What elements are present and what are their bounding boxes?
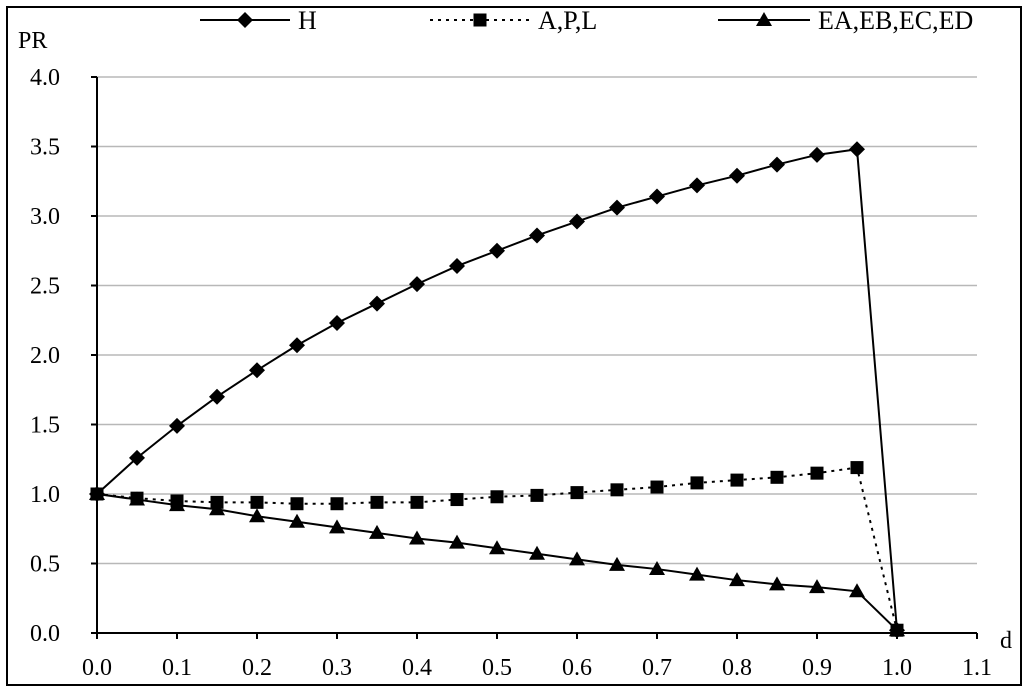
data-point-diamond <box>169 417 185 434</box>
data-point-triangle <box>209 501 225 516</box>
data-point-diamond <box>489 242 505 259</box>
data-point-diamond <box>769 156 785 173</box>
data-point-triangle <box>369 524 385 539</box>
data-point-diamond <box>249 362 265 379</box>
data-point-diamond <box>569 213 585 230</box>
data-point-triangle <box>249 508 265 523</box>
data-point-diamond <box>689 177 705 194</box>
data-point-diamond <box>449 258 465 275</box>
data-point-diamond <box>849 141 865 158</box>
x-tick-label: 0.7 <box>642 655 672 681</box>
data-point-square <box>330 497 344 511</box>
data-point-square <box>490 490 504 504</box>
x-tick-label: 0.2 <box>242 655 272 681</box>
data-point-triangle <box>409 530 425 545</box>
y-tick-label: 4.0 <box>30 65 60 91</box>
data-point-diamond <box>129 449 145 466</box>
y-tick-label: 2.5 <box>30 274 60 300</box>
y-axis-label: PR <box>18 28 47 54</box>
data-point-square <box>730 473 744 487</box>
data-point-triangle <box>489 540 505 555</box>
data-point-square <box>370 495 384 509</box>
legend-marker-square <box>473 13 487 27</box>
data-point-diamond <box>649 188 665 205</box>
y-tick-label: 1.5 <box>30 413 60 439</box>
data-point-square <box>610 483 624 497</box>
data-point-diamond <box>289 337 305 354</box>
data-point-triangle <box>849 583 865 598</box>
x-tick-label: 1.1 <box>962 655 992 681</box>
data-point-triangle <box>809 579 825 594</box>
x-tick-label: 0.0 <box>82 655 112 681</box>
data-point-triangle <box>569 551 585 566</box>
y-tick-label: 1.0 <box>30 482 60 508</box>
data-point-triangle <box>89 486 105 500</box>
data-point-triangle <box>289 513 305 528</box>
y-tick-label: 0.0 <box>30 621 60 647</box>
legend-label-0: H <box>298 6 317 35</box>
data-point-triangle <box>769 576 785 591</box>
data-point-triangle <box>689 566 705 581</box>
data-point-diamond <box>409 276 425 293</box>
data-point-triangle <box>889 622 905 637</box>
data-point-triangle <box>609 556 625 571</box>
data-point-diamond <box>329 315 345 332</box>
data-point-triangle <box>449 534 465 549</box>
data-point-square <box>290 497 304 511</box>
data-point-diamond <box>529 227 545 244</box>
legend-marker-triangle <box>756 12 772 26</box>
chart-frame <box>6 6 1022 686</box>
x-tick-label: 0.9 <box>802 655 832 681</box>
x-tick-label: 0.8 <box>722 655 752 681</box>
x-tick-label: 0.4 <box>402 655 432 681</box>
legend-label-1: A,P,L <box>538 6 597 35</box>
data-point-triangle <box>169 497 185 512</box>
data-point-diamond <box>369 295 385 312</box>
data-point-diamond <box>809 146 825 163</box>
data-point-square <box>650 480 664 494</box>
x-axis-label: d <box>1000 628 1012 654</box>
data-point-triangle <box>729 572 745 587</box>
legend-marker-diamond <box>237 12 253 28</box>
data-point-square <box>450 493 464 507</box>
data-point-square <box>570 486 584 500</box>
data-point-square <box>850 461 864 475</box>
y-tick-label: 0.5 <box>30 552 60 578</box>
data-point-diamond <box>609 199 625 216</box>
data-point-triangle <box>529 545 545 560</box>
data-point-square <box>530 488 544 502</box>
data-point-diamond <box>729 167 745 184</box>
legend-label-2: EA,EB,EC,ED <box>818 6 973 35</box>
y-tick-label: 3.5 <box>30 135 60 161</box>
data-point-diamond <box>209 388 225 405</box>
x-tick-label: 0.3 <box>322 655 352 681</box>
x-tick-label: 1.0 <box>882 655 912 681</box>
data-point-square <box>690 476 704 490</box>
x-tick-label: 0.5 <box>482 655 512 681</box>
data-point-triangle <box>129 491 145 506</box>
data-point-square <box>770 470 784 484</box>
data-point-square <box>250 495 264 509</box>
x-tick-label: 0.6 <box>562 655 592 681</box>
data-point-triangle <box>649 561 665 576</box>
data-point-square <box>810 466 824 480</box>
y-tick-label: 3.0 <box>30 204 60 230</box>
data-point-triangle <box>329 519 345 534</box>
data-point-square <box>410 495 424 509</box>
x-tick-label: 0.1 <box>162 655 192 681</box>
y-tick-label: 2.0 <box>30 343 60 369</box>
